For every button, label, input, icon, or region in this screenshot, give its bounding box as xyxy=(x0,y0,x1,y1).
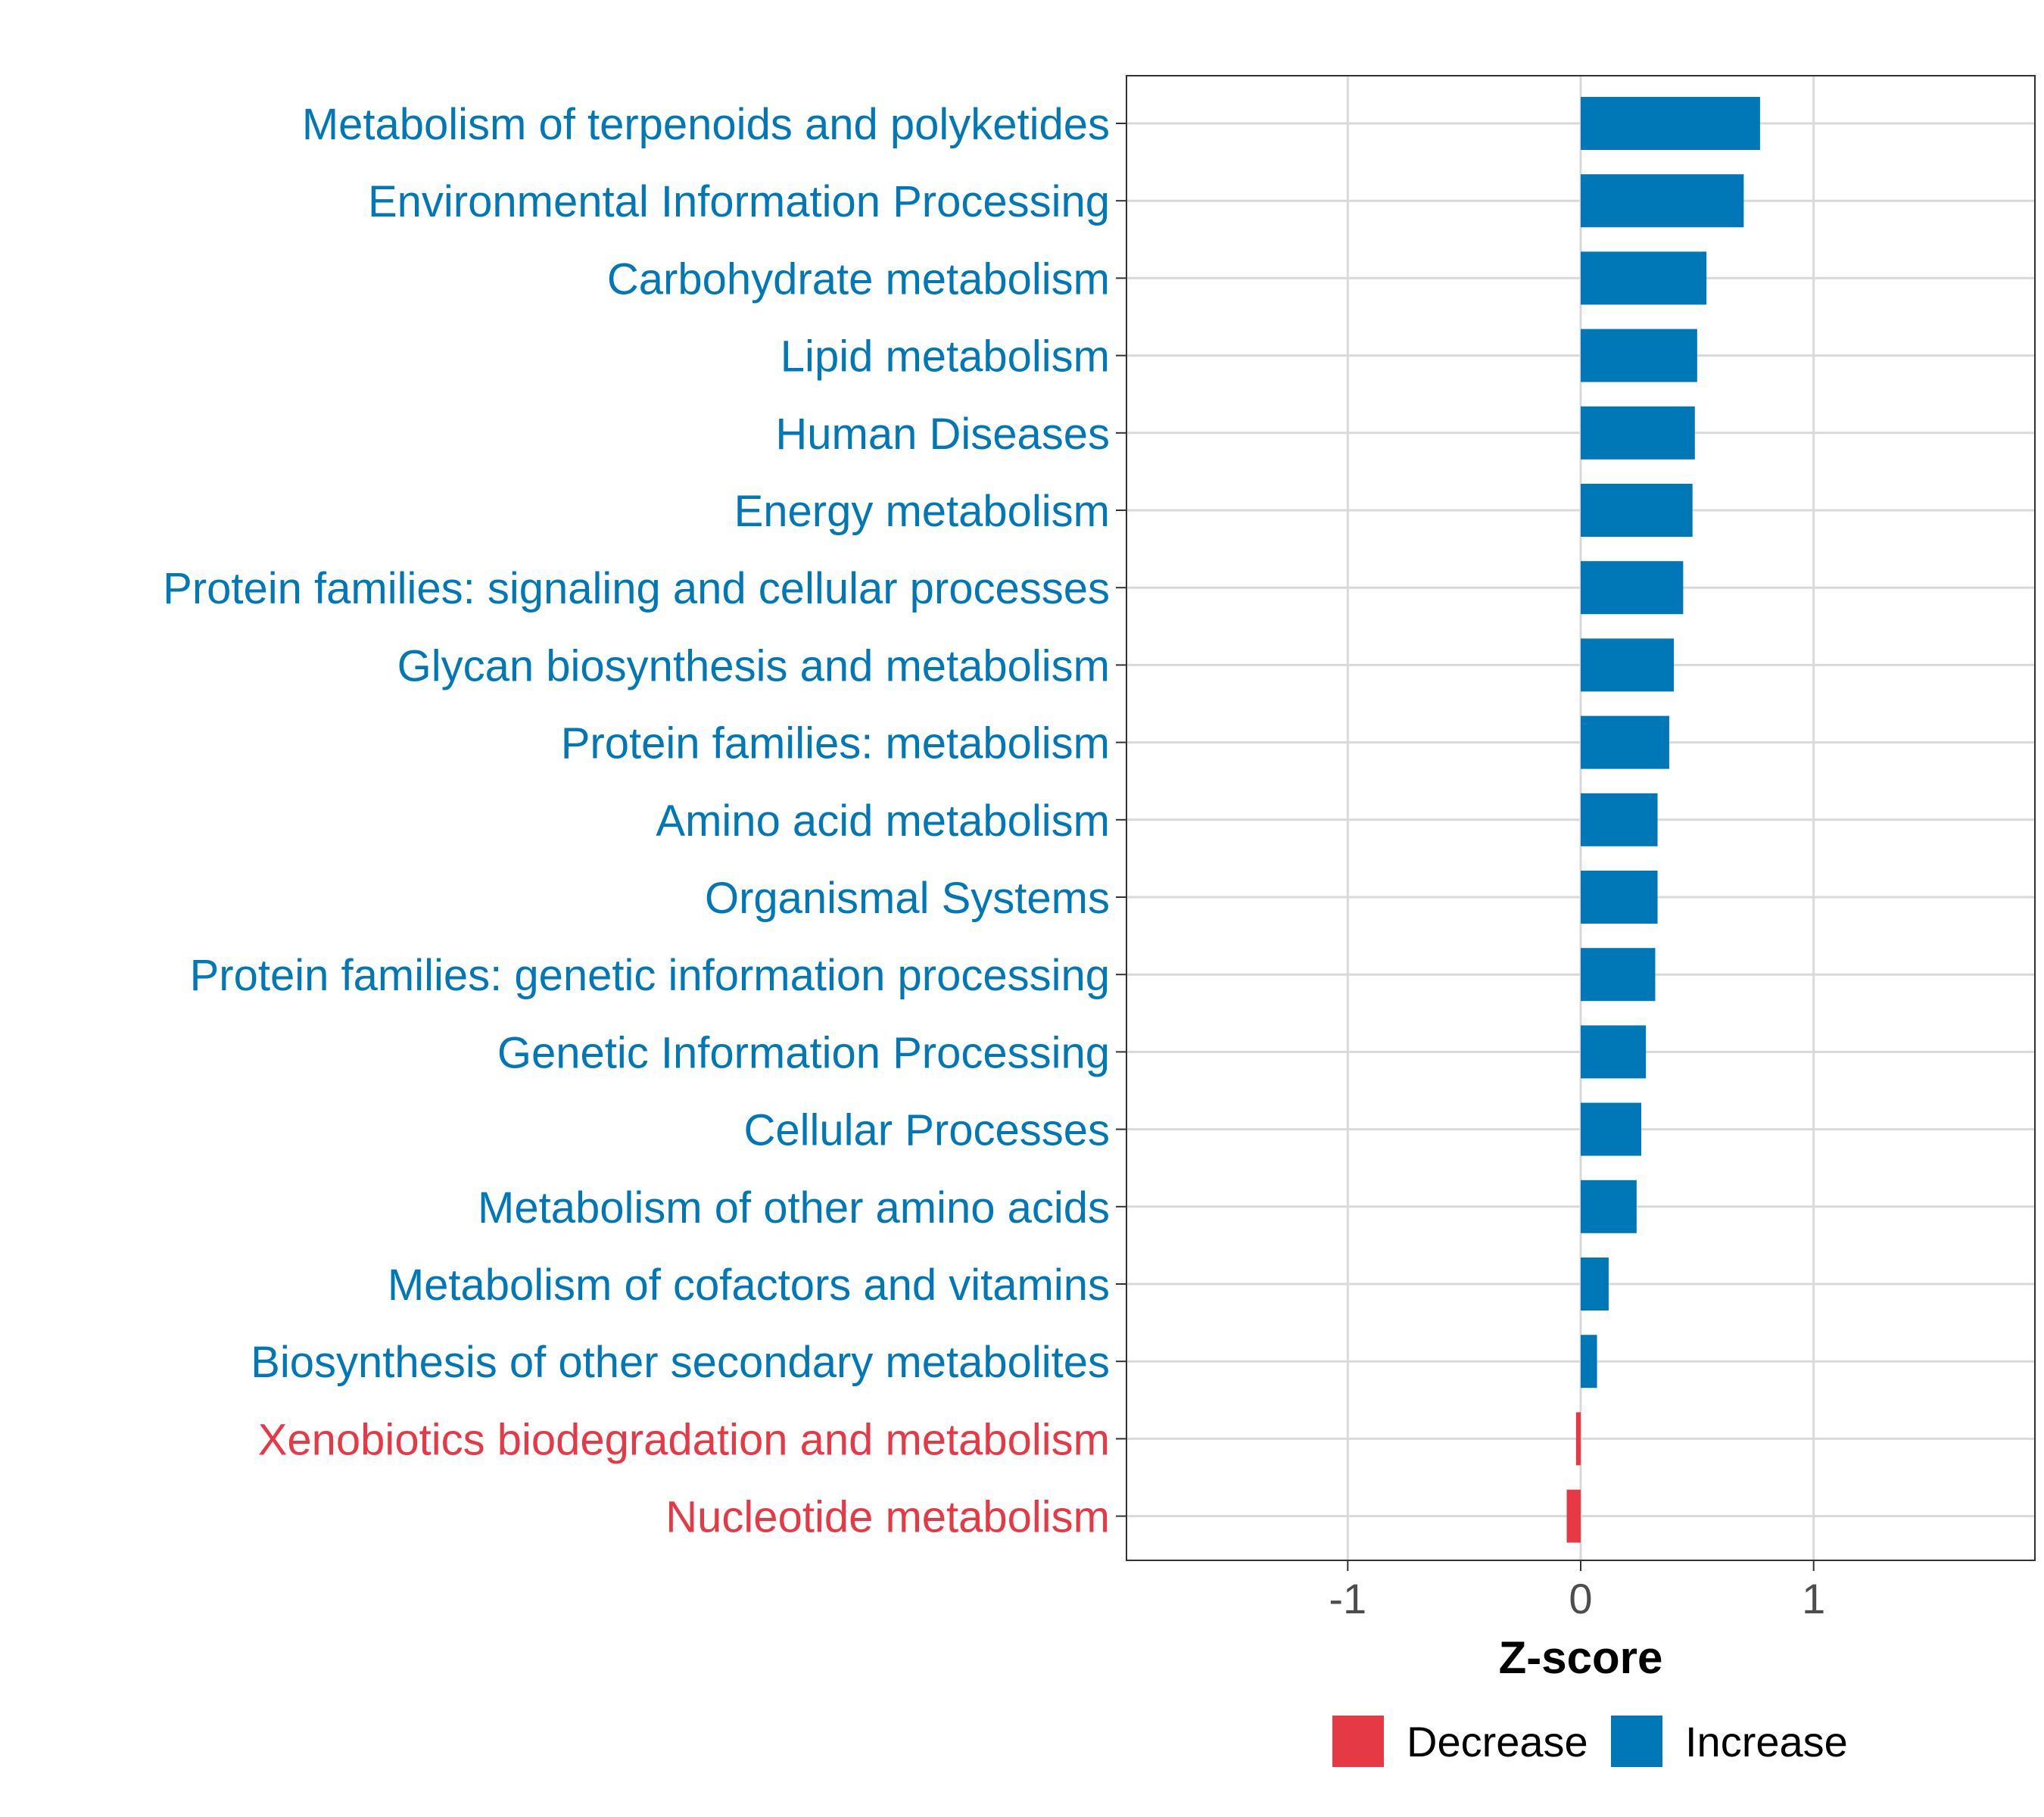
x-tick-label: 0 xyxy=(1569,1575,1592,1622)
bars-layer xyxy=(1566,97,1760,1543)
y-tick-label: Cellular Processes xyxy=(743,1106,1110,1155)
bar xyxy=(1581,1102,1641,1156)
y-tick-label: Environmental Information Processing xyxy=(368,177,1110,226)
bar xyxy=(1581,1180,1637,1233)
bar xyxy=(1581,948,1656,1002)
y-tick-label: Metabolism of terpenoids and polyketides xyxy=(302,100,1110,149)
legend-key-increase xyxy=(1611,1716,1662,1767)
bar xyxy=(1575,1412,1581,1466)
legend-label-increase: Increase xyxy=(1685,1718,1848,1766)
bar xyxy=(1581,793,1658,846)
bar xyxy=(1566,1489,1581,1543)
bar xyxy=(1581,97,1760,150)
x-axis: -1 0 1 xyxy=(1329,1560,1825,1622)
y-tick-label: Carbohydrate metabolism xyxy=(607,254,1110,304)
y-axis: Metabolism of terpenoids and polyketides… xyxy=(163,100,1126,1542)
bar xyxy=(1581,1335,1597,1388)
legend-label-decrease: Decrease xyxy=(1407,1718,1588,1766)
x-axis-title: Z-score xyxy=(1499,1632,1663,1683)
y-tick-label: Protein families: signaling and cellular… xyxy=(163,564,1110,613)
bar xyxy=(1581,1258,1609,1311)
y-tick-label: Amino acid metabolism xyxy=(656,796,1110,846)
bar xyxy=(1581,251,1707,305)
bar xyxy=(1581,638,1675,692)
y-tick-label: Genetic Information Processing xyxy=(497,1028,1110,1077)
bar xyxy=(1581,484,1693,537)
x-tick-label: -1 xyxy=(1329,1575,1366,1622)
y-tick-label: Nucleotide metabolism xyxy=(665,1493,1110,1542)
legend-key-decrease xyxy=(1332,1716,1384,1767)
bar xyxy=(1581,715,1669,769)
y-tick-label: Lipid metabolism xyxy=(781,332,1110,382)
y-tick-label: Energy metabolism xyxy=(734,487,1110,536)
y-tick-label: Xenobiotics biodegradation and metabolis… xyxy=(258,1415,1110,1464)
bar xyxy=(1581,1025,1647,1079)
legend: Decrease Increase xyxy=(1332,1716,1848,1767)
y-tick-label: Biosynthesis of other secondary metaboli… xyxy=(251,1338,1110,1387)
y-tick-label: Organismal Systems xyxy=(705,874,1110,923)
y-tick-label: Protein families: genetic information pr… xyxy=(190,951,1110,1000)
bar xyxy=(1581,174,1744,228)
y-tick-label: Metabolism of other amino acids xyxy=(478,1183,1110,1233)
y-tick-label: Human Diseases xyxy=(775,410,1110,459)
y-tick-label: Protein families: metabolism xyxy=(561,719,1110,768)
bar xyxy=(1581,871,1658,924)
y-tick-label: Metabolism of cofactors and vitamins xyxy=(388,1261,1110,1310)
bar xyxy=(1581,561,1684,615)
x-tick-label: 1 xyxy=(1802,1575,1825,1622)
bar xyxy=(1581,406,1695,460)
bar xyxy=(1581,329,1697,382)
y-tick-label: Glycan biosynthesis and metabolism xyxy=(397,641,1110,690)
